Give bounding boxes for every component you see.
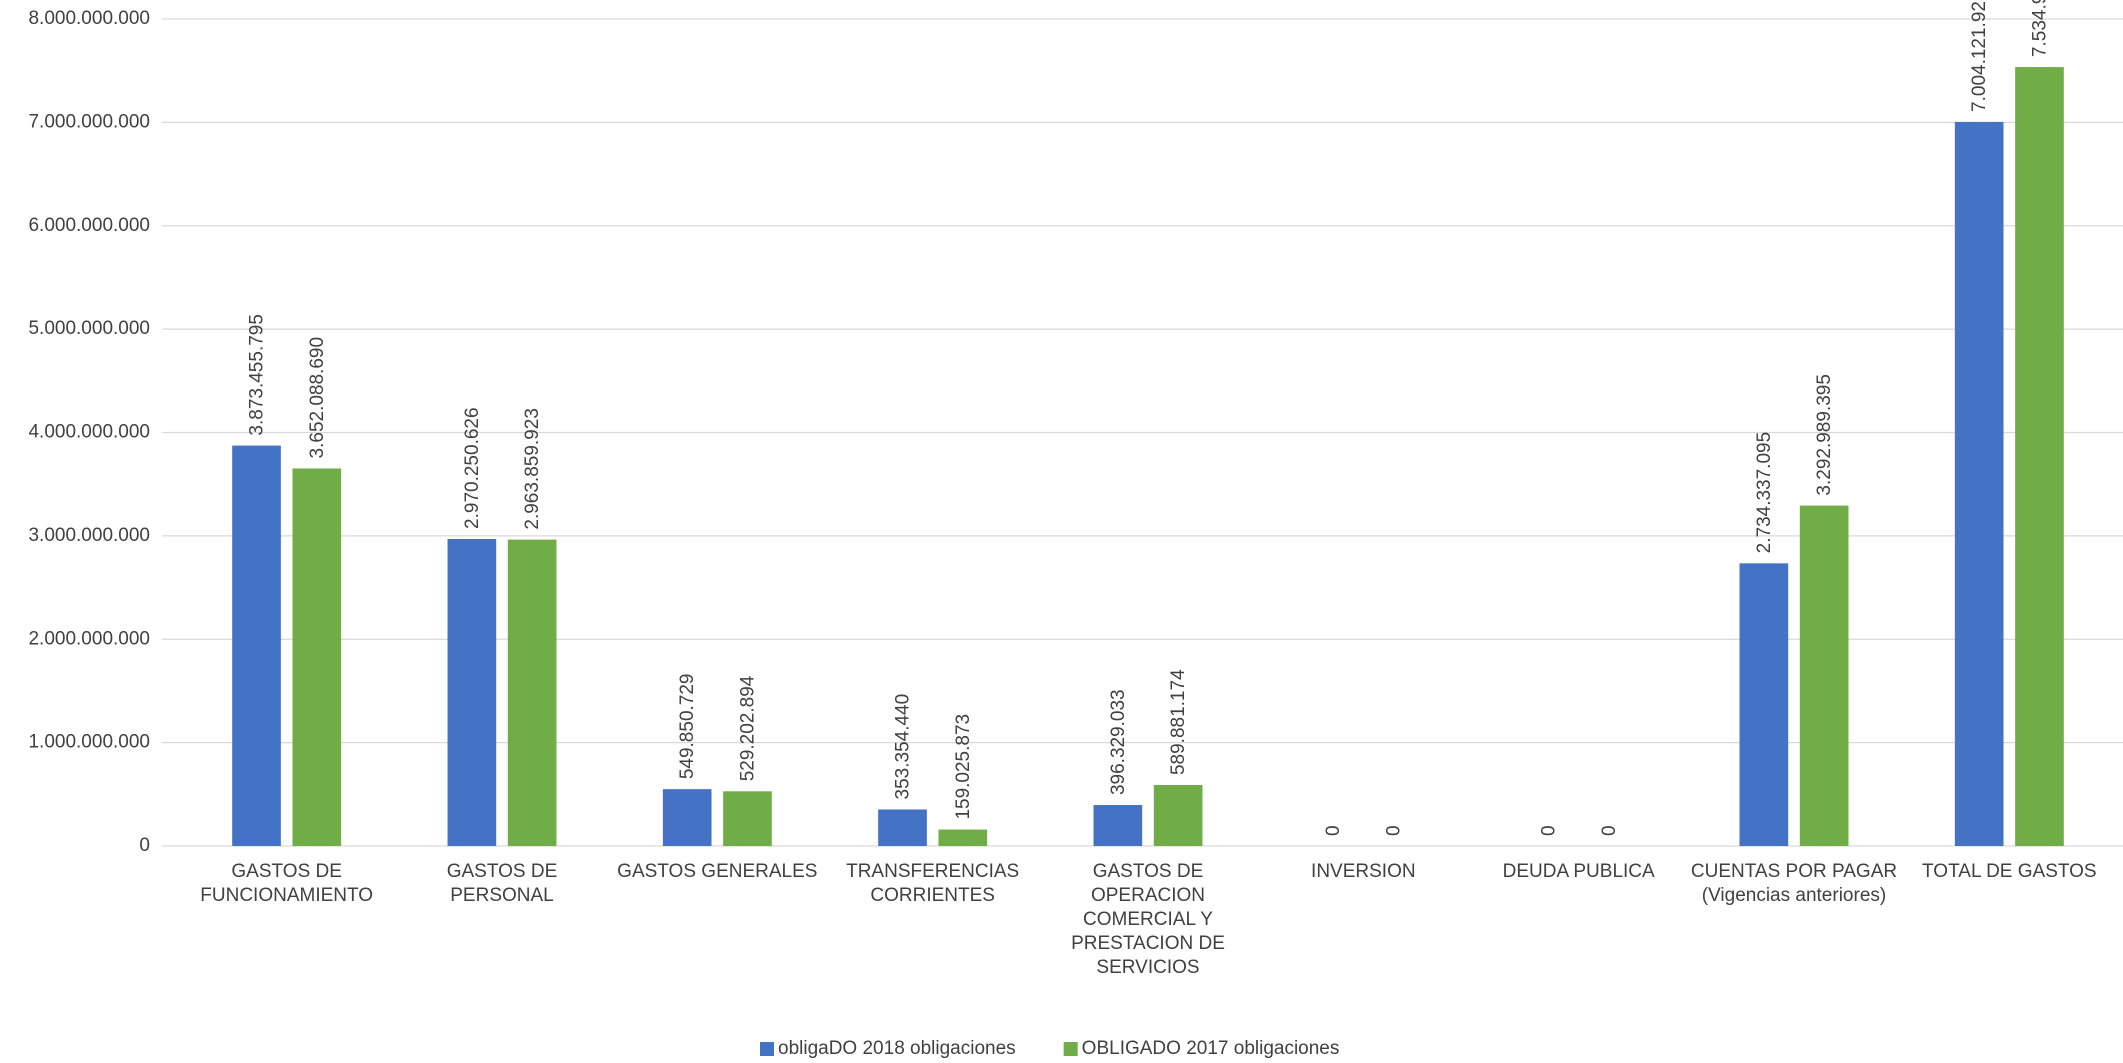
bar bbox=[1799, 505, 1849, 846]
y-tick-label: 5.000.000.000 bbox=[28, 318, 150, 339]
bar bbox=[1093, 805, 1143, 846]
data-label: 0 bbox=[1323, 825, 1344, 836]
data-label: 529.202.894 bbox=[737, 675, 758, 781]
data-label: 7.534.959.259 bbox=[2029, 0, 2050, 57]
data-label: 2.970.250.626 bbox=[462, 407, 483, 529]
x-tick-label: GASTOS DE PERSONAL bbox=[446, 861, 558, 906]
legend-label: OBLIGADO 2017 obligaciones bbox=[1082, 1038, 1340, 1059]
y-tick-label: 7.000.000.000 bbox=[28, 111, 150, 132]
x-tick-label: GASTOS DE OPERACION COMERCIAL Y PRESTACI… bbox=[1071, 861, 1225, 978]
data-label: 396.329.033 bbox=[1108, 689, 1129, 795]
x-tick-label: CUENTAS POR PAGAR (Vigencias anteriores) bbox=[1690, 861, 1898, 906]
bar bbox=[723, 791, 772, 846]
bar bbox=[662, 789, 712, 846]
x-tick-label: TOTAL DE GASTOS bbox=[1922, 861, 2097, 882]
x-tick-label: GASTOS DE FUNCIONAMIENTO bbox=[200, 861, 374, 906]
legend-swatch bbox=[1063, 1042, 1078, 1056]
bar bbox=[507, 539, 557, 846]
bar bbox=[447, 538, 497, 846]
bar bbox=[292, 468, 342, 846]
data-label: 0 bbox=[1599, 825, 1620, 836]
data-label: 589.881.174 bbox=[1168, 669, 1189, 775]
bar bbox=[1954, 121, 2004, 846]
data-label: 549.850.729 bbox=[677, 673, 698, 779]
data-label: 2.734.337.095 bbox=[1754, 432, 1775, 554]
bar bbox=[938, 829, 988, 846]
x-tick-label: GASTOS GENERALES bbox=[617, 861, 818, 882]
data-label: 3.873.455.795 bbox=[247, 314, 268, 436]
y-tick-label: 1.000.000.000 bbox=[28, 732, 150, 753]
data-label: 7.004.121.923 bbox=[1969, 0, 1990, 112]
y-tick-label: 6.000.000.000 bbox=[28, 215, 150, 236]
y-tick-label: 3.000.000.000 bbox=[28, 525, 150, 546]
x-tick-label: DEUDA PUBLICA bbox=[1502, 861, 1655, 882]
legend-label: obligaDO 2018 obligaciones bbox=[778, 1038, 1016, 1059]
bar bbox=[1153, 785, 1203, 846]
data-label: 3.292.989.395 bbox=[1814, 374, 1835, 496]
data-label: 0 bbox=[1539, 825, 1560, 836]
bar bbox=[232, 445, 281, 846]
data-label: 0 bbox=[1383, 825, 1404, 836]
y-tick-label: 4.000.000.000 bbox=[28, 422, 150, 443]
y-tick-label: 2.000.000.000 bbox=[28, 628, 150, 649]
bar bbox=[878, 809, 927, 846]
x-tick-label: TRANSFERENCIAS CORRIENTES bbox=[846, 861, 1020, 906]
bar bbox=[2015, 67, 2064, 846]
y-tick-label: 0 bbox=[139, 835, 150, 856]
legend-swatch bbox=[760, 1042, 774, 1056]
y-tick-label: 8.000.000.000 bbox=[28, 8, 150, 29]
data-label: 353.354.440 bbox=[893, 694, 914, 800]
data-label: 2.963.859.923 bbox=[522, 408, 543, 530]
bar bbox=[1739, 563, 1789, 846]
data-label: 3.652.088.690 bbox=[307, 337, 328, 459]
data-label: 159.025.873 bbox=[953, 714, 974, 820]
x-tick-label: INVERSION bbox=[1311, 861, 1416, 882]
